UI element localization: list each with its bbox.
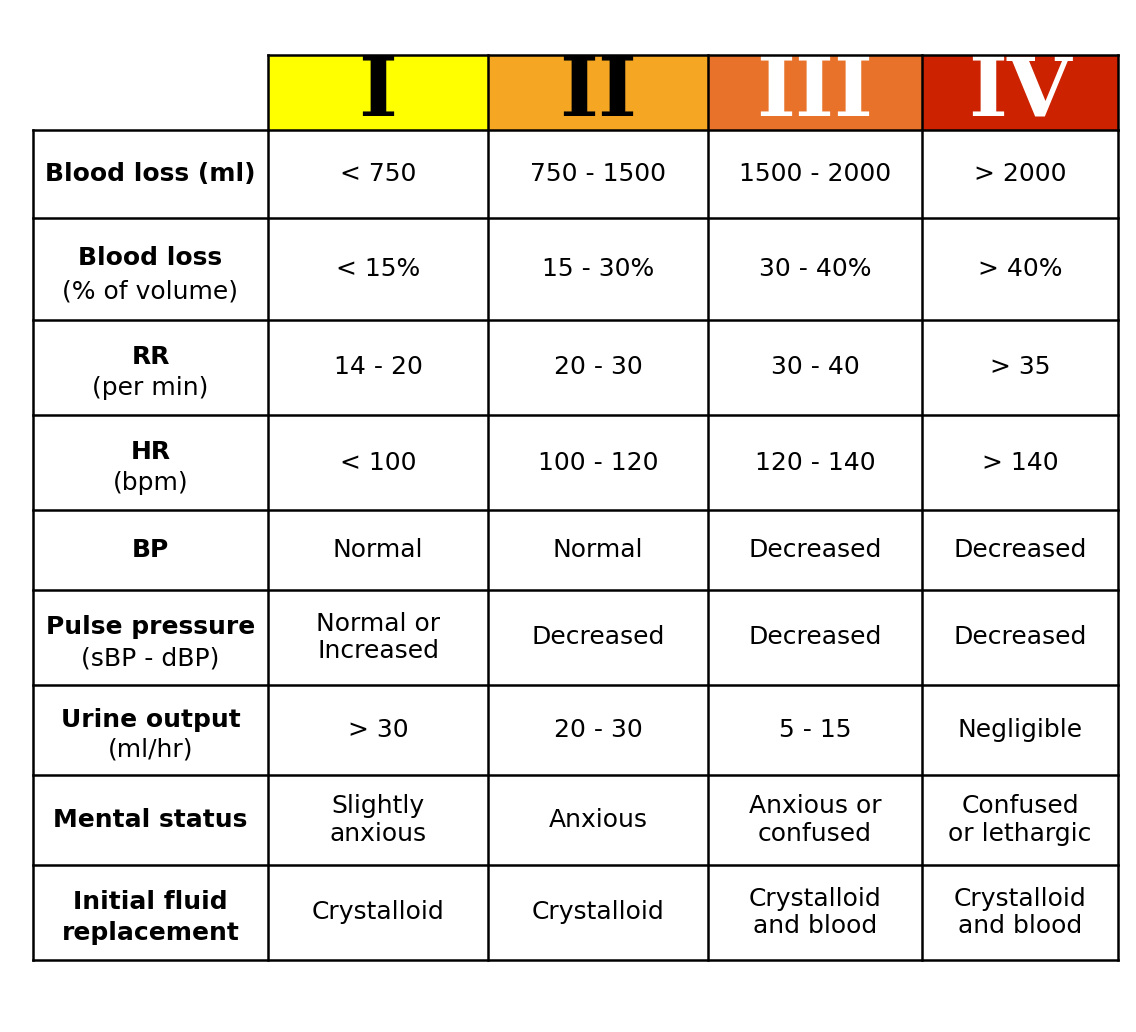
Text: Decreased: Decreased xyxy=(953,625,1087,649)
Text: (sBP - dBP): (sBP - dBP) xyxy=(82,646,219,670)
Text: Initial fluid: Initial fluid xyxy=(73,891,228,914)
Text: Crystalloid
and blood: Crystalloid and blood xyxy=(953,886,1086,938)
Text: Slightly
anxious: Slightly anxious xyxy=(329,794,426,846)
Text: Mental status: Mental status xyxy=(53,808,248,832)
Text: Pulse pressure: Pulse pressure xyxy=(45,615,256,639)
Text: 1500 - 2000: 1500 - 2000 xyxy=(738,162,891,186)
Text: Crystalloid: Crystalloid xyxy=(311,901,444,925)
Text: > 40%: > 40% xyxy=(978,257,1062,281)
Text: 30 - 40: 30 - 40 xyxy=(770,355,859,380)
Text: replacement: replacement xyxy=(61,921,240,945)
Text: Negligible: Negligible xyxy=(958,718,1083,742)
Text: 20 - 30: 20 - 30 xyxy=(553,355,642,380)
Bar xyxy=(268,55,488,130)
Text: > 140: > 140 xyxy=(982,451,1059,475)
Text: Normal: Normal xyxy=(553,538,643,562)
Text: Anxious: Anxious xyxy=(549,808,648,832)
Text: Confused
or lethargic: Confused or lethargic xyxy=(949,794,1092,846)
Text: Anxious or
confused: Anxious or confused xyxy=(749,794,882,846)
Text: > 2000: > 2000 xyxy=(974,162,1067,186)
Text: IV: IV xyxy=(968,53,1072,132)
Bar xyxy=(708,55,922,130)
Text: Decreased: Decreased xyxy=(953,538,1087,562)
Text: 30 - 40%: 30 - 40% xyxy=(759,257,871,281)
Text: I: I xyxy=(359,53,398,132)
Text: Crystalloid
and blood: Crystalloid and blood xyxy=(749,886,882,938)
Text: Crystalloid: Crystalloid xyxy=(532,901,665,925)
Text: < 100: < 100 xyxy=(340,451,416,475)
Text: Normal: Normal xyxy=(333,538,424,562)
Bar xyxy=(488,55,708,130)
Text: Blood loss (ml): Blood loss (ml) xyxy=(45,162,256,186)
Text: (% of volume): (% of volume) xyxy=(62,279,239,303)
Text: (ml/hr): (ml/hr) xyxy=(108,738,193,762)
Text: (bpm): (bpm) xyxy=(112,471,189,495)
Text: > 30: > 30 xyxy=(348,718,408,742)
Bar xyxy=(922,55,1118,130)
Text: II: II xyxy=(559,53,637,132)
Text: Decreased: Decreased xyxy=(749,625,882,649)
Text: Blood loss: Blood loss xyxy=(78,246,223,270)
Text: < 750: < 750 xyxy=(340,162,416,186)
Text: (per min): (per min) xyxy=(92,376,209,400)
Text: HR: HR xyxy=(131,441,170,464)
Text: 120 - 140: 120 - 140 xyxy=(754,451,876,475)
Text: 15 - 30%: 15 - 30% xyxy=(542,257,654,281)
Text: Urine output: Urine output xyxy=(60,708,241,733)
Text: Normal or
Increased: Normal or Increased xyxy=(316,612,440,664)
Text: 100 - 120: 100 - 120 xyxy=(537,451,658,475)
Text: III: III xyxy=(757,53,874,132)
Text: < 15%: < 15% xyxy=(336,257,420,281)
Text: BP: BP xyxy=(132,538,169,562)
Text: RR: RR xyxy=(132,346,169,369)
Text: 14 - 20: 14 - 20 xyxy=(334,355,423,380)
Text: 750 - 1500: 750 - 1500 xyxy=(531,162,666,186)
Text: > 35: > 35 xyxy=(989,355,1051,380)
Text: Decreased: Decreased xyxy=(749,538,882,562)
Text: 20 - 30: 20 - 30 xyxy=(553,718,642,742)
Text: 5 - 15: 5 - 15 xyxy=(779,718,851,742)
Text: Decreased: Decreased xyxy=(532,625,665,649)
